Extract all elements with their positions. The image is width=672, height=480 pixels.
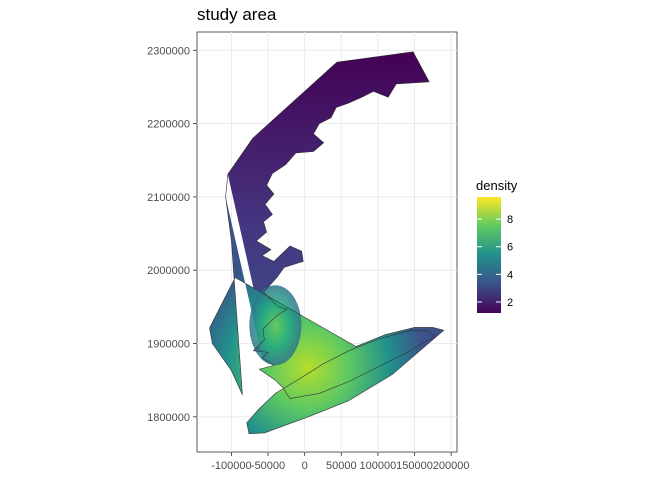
legend-ticks: 2 4 6 8 [477, 214, 513, 309]
map-layer [209, 51, 445, 435]
y-tick-label-2: 2000000 [147, 265, 190, 277]
density-region-south [209, 196, 444, 434]
x-tick-label-6: 200000 [433, 460, 470, 472]
x-tick-label-5: 150000 [396, 460, 433, 472]
x-tick-label-1: -50000 [251, 460, 285, 472]
x-tick-label-4: 100000 [360, 460, 397, 472]
x-axis: -100000 -50000 0 50000 100000 150000 200000 [211, 452, 470, 472]
y-tick-label-4: 2200000 [147, 119, 190, 131]
y-tick-label-5: 2300000 [147, 45, 190, 57]
x-tick-label-0: -100000 [211, 460, 251, 472]
legend-label-0: 2 [507, 297, 513, 309]
density-hotspot-west [249, 285, 302, 366]
x-tick-label-3: 50000 [326, 460, 357, 472]
y-axis: 1800000 1900000 2000000 2100000 2200000 23000… [147, 45, 197, 424]
y-tick-label-3: 2100000 [147, 192, 190, 204]
legend: density 2 4 6 8 [476, 178, 518, 313]
x-tick-label-2: 0 [302, 460, 308, 472]
legend-colorbar [477, 197, 501, 313]
legend-label-1: 4 [507, 269, 513, 281]
legend-title: density [476, 178, 518, 193]
legend-label-2: 6 [507, 242, 513, 254]
legend-label-3: 8 [507, 214, 513, 226]
region-outline [209, 51, 445, 435]
chart-title: study area [197, 5, 277, 24]
y-tick-label-1: 1900000 [147, 339, 190, 351]
density-region-north [227, 51, 430, 353]
y-tick-label-0: 1800000 [147, 412, 190, 424]
